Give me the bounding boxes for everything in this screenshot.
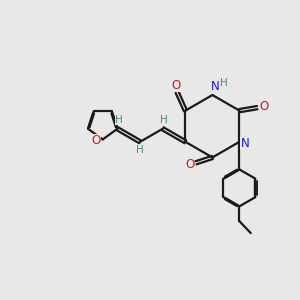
Text: O: O <box>259 100 268 113</box>
Text: N: N <box>240 137 249 150</box>
Text: O: O <box>92 134 101 146</box>
Text: H: H <box>160 116 168 125</box>
Text: O: O <box>172 79 181 92</box>
Text: N: N <box>211 80 220 93</box>
Text: O: O <box>185 158 194 171</box>
Text: H: H <box>220 77 228 88</box>
Text: H: H <box>136 145 143 155</box>
Text: H: H <box>115 116 123 125</box>
